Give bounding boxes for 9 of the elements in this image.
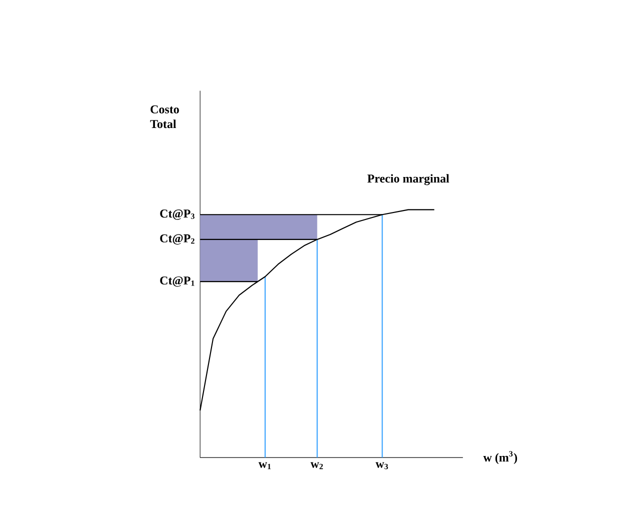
ref-line-label: Ct@P$_{3}$ [160, 209, 194, 220]
ref-line-label: Ct@P$_{2}$ [160, 234, 194, 244]
x-tick-label: w$_{1}$ [258, 462, 271, 470]
ref-line-label: Ct@P$_{1}$ [160, 276, 194, 287]
x-tick-label: w$_{2}$ [310, 462, 323, 470]
text: Costo Total [150, 105, 179, 128]
text: Precio marginal [367, 174, 450, 186]
x-tick-label: w$_{3}$ [376, 462, 388, 470]
x-axis-title: w (m$^{3}$) [483, 450, 518, 464]
